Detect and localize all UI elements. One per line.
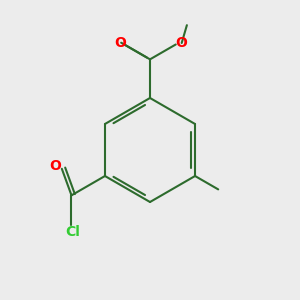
Text: O: O — [50, 159, 61, 173]
Text: O: O — [175, 36, 187, 50]
Text: Cl: Cl — [65, 226, 80, 239]
Text: O: O — [114, 36, 126, 50]
